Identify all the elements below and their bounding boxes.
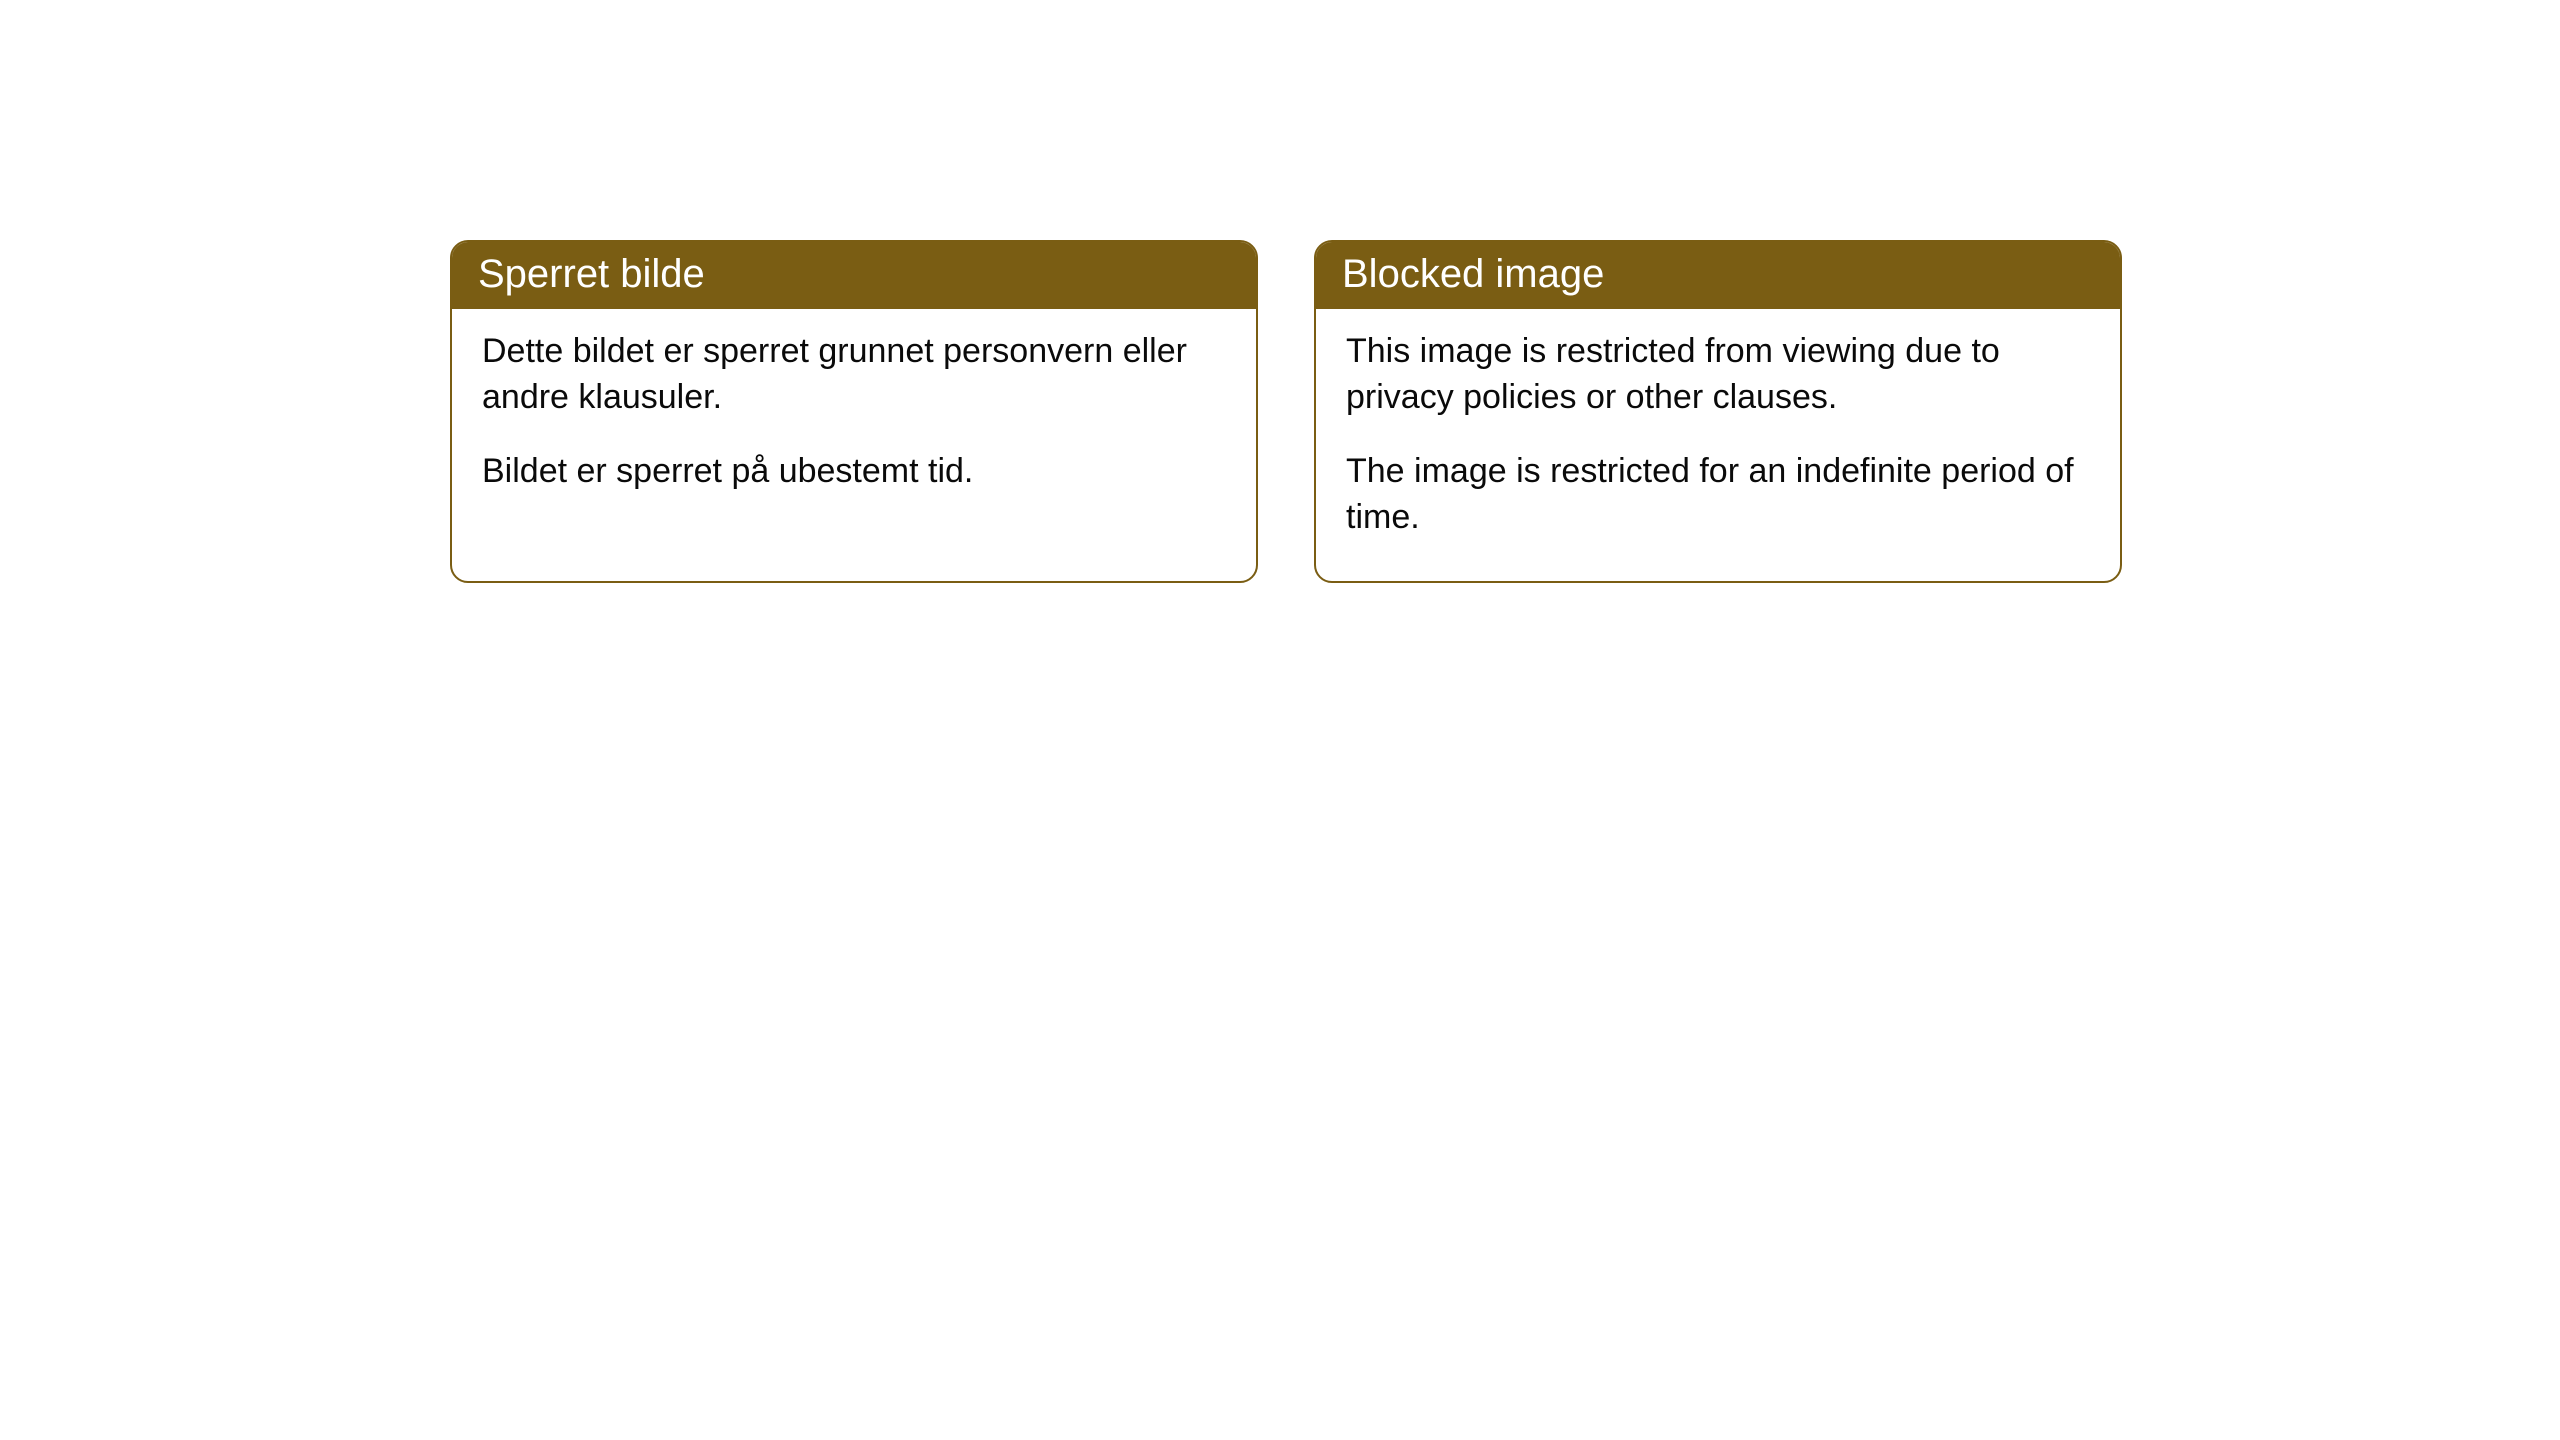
- card-paragraph: Dette bildet er sperret grunnet personve…: [482, 329, 1226, 421]
- card-body: This image is restricted from viewing du…: [1316, 309, 2120, 581]
- notice-card-english: Blocked image This image is restricted f…: [1314, 240, 2122, 583]
- card-header: Sperret bilde: [452, 242, 1256, 309]
- card-paragraph: Bildet er sperret på ubestemt tid.: [482, 449, 1226, 495]
- card-header: Blocked image: [1316, 242, 2120, 309]
- notice-card-norwegian: Sperret bilde Dette bildet er sperret gr…: [450, 240, 1258, 583]
- notice-container: Sperret bilde Dette bildet er sperret gr…: [0, 0, 2560, 583]
- card-body: Dette bildet er sperret grunnet personve…: [452, 309, 1256, 535]
- card-paragraph: This image is restricted from viewing du…: [1346, 329, 2090, 421]
- card-paragraph: The image is restricted for an indefinit…: [1346, 449, 2090, 541]
- card-header-text: Sperret bilde: [478, 252, 705, 296]
- card-header-text: Blocked image: [1342, 252, 1604, 296]
